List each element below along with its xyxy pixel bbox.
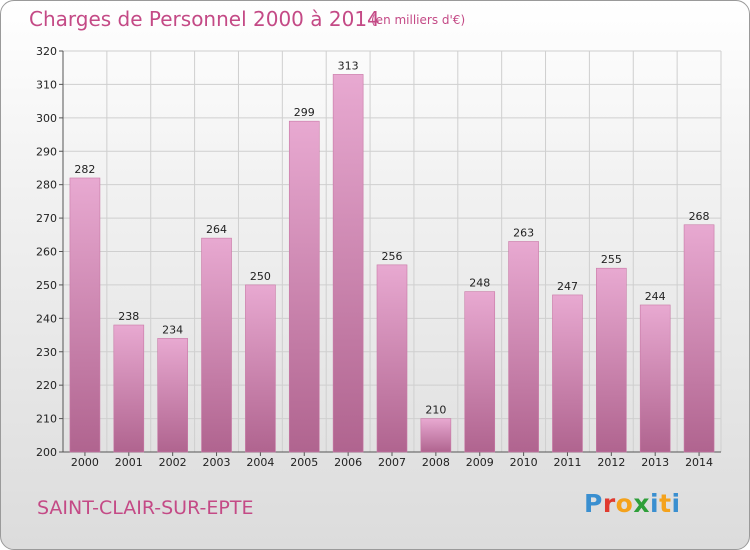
bar [596, 267, 627, 453]
bar [69, 177, 101, 453]
data-label: 247 [557, 280, 578, 293]
bar [245, 284, 276, 453]
data-label: 234 [162, 323, 183, 336]
logo-letter: x [633, 489, 650, 518]
x-tick-label: 2010 [510, 456, 538, 469]
logo-letter: i [671, 489, 681, 518]
bars [69, 74, 715, 453]
bar [332, 74, 364, 453]
y-tick-label: 300 [36, 112, 57, 125]
data-label: 256 [382, 250, 403, 263]
y-tick-label: 210 [36, 413, 57, 426]
data-label: 250 [250, 270, 271, 283]
bar [113, 324, 145, 453]
data-label: 210 [425, 404, 446, 417]
x-tick-label: 2007 [378, 456, 406, 469]
y-tick-label: 320 [36, 45, 57, 58]
x-tick-label: 2004 [246, 456, 274, 469]
x-tick-label: 2001 [115, 456, 143, 469]
bar [683, 224, 715, 453]
y-tick-label: 250 [36, 279, 57, 292]
data-label: 299 [294, 106, 315, 119]
y-tick-label: 200 [36, 446, 57, 459]
x-tick-label: 2008 [422, 456, 450, 469]
x-tick-label: 2013 [641, 456, 669, 469]
x-tick-label: 2009 [466, 456, 494, 469]
y-tick-label: 290 [36, 145, 57, 158]
logo-letter: i [650, 489, 660, 518]
bar [508, 241, 539, 453]
x-tick-label: 2006 [334, 456, 362, 469]
x-tick-label: 2000 [71, 456, 99, 469]
data-label: 263 [513, 226, 534, 239]
y-tick-label: 230 [36, 346, 57, 359]
y-tick-label: 260 [36, 246, 57, 259]
data-label: 244 [645, 290, 666, 303]
data-label: 282 [74, 163, 95, 176]
y-tick-label: 270 [36, 212, 57, 225]
x-tick-label: 2011 [553, 456, 581, 469]
chart-subtitle: (en milliers d'€) [371, 13, 466, 27]
bar [639, 304, 671, 453]
y-tick-label: 220 [36, 379, 57, 392]
logo-letter: t [659, 489, 672, 518]
bar [552, 294, 583, 453]
x-tick-label: 2014 [685, 456, 713, 469]
logo-letter: o [615, 489, 634, 518]
x-tick-label: 2003 [203, 456, 231, 469]
bar [157, 338, 188, 453]
x-tick-label: 2005 [290, 456, 318, 469]
bar [420, 418, 452, 453]
bar [201, 237, 232, 453]
data-label: 248 [469, 277, 490, 290]
x-tick-label: 2002 [159, 456, 187, 469]
bar [376, 264, 408, 453]
y-tick-label: 310 [36, 78, 57, 91]
bar [464, 291, 496, 453]
proxiti-logo: Proxiti [584, 489, 681, 518]
labels: 200 210 220 230 240 250 260 270 280 290 300 310 320 2… [36, 45, 713, 469]
data-label: 264 [206, 223, 227, 236]
bar [288, 120, 320, 453]
place-name: SAINT-CLAIR-SUR-EPTE [37, 497, 254, 519]
logo-letter: P [584, 489, 603, 518]
data-label: 313 [338, 59, 359, 72]
y-tick-label: 280 [36, 179, 57, 192]
logo-letter: r [602, 489, 616, 518]
y-tick-label: 240 [36, 312, 57, 325]
data-label: 268 [689, 210, 710, 223]
data-label: 238 [118, 310, 139, 323]
chart-title: Charges de Personnel 2000 à 2014 [29, 7, 380, 31]
data-label: 255 [601, 253, 622, 266]
x-tick-label: 2012 [597, 456, 625, 469]
